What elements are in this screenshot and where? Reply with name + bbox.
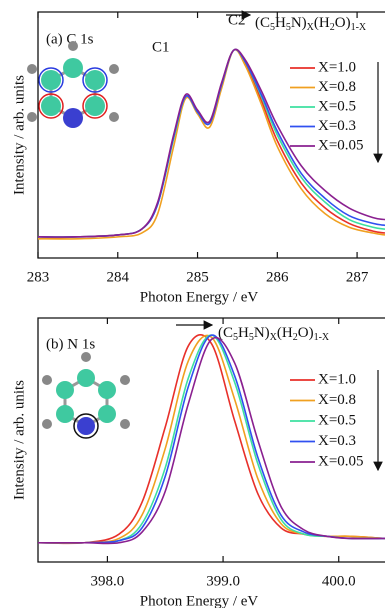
x-tick-label: 283	[27, 269, 50, 285]
formula-part: H	[275, 15, 286, 31]
molecule	[27, 41, 119, 128]
legend-label: X=0.5	[318, 412, 356, 428]
formula-part: O)	[335, 15, 351, 31]
x-tick-label: 400.0	[322, 573, 356, 589]
formula: (C5H5N)X(H2O)1-X	[218, 325, 330, 343]
x-tick-label: 286	[266, 269, 289, 285]
formula-subscript: 1-X	[351, 22, 367, 33]
x-tick-label: 284	[107, 269, 130, 285]
panel-label: (b) N 1s	[46, 336, 95, 352]
x-tick-label: 398.0	[91, 573, 125, 589]
x-axis-label: Photon Energy / eV	[140, 593, 259, 608]
legend-label: X=0.5	[318, 98, 356, 114]
formula-part: (H	[314, 15, 330, 31]
page: (a) C 1s (C5H5N)X(H2O)1-X C1 C2 (b) N 1s…	[0, 0, 385, 608]
legend-label: X=1.0	[318, 59, 356, 75]
formula-subscript: 1-X	[314, 332, 330, 343]
y-axis-label: Intensity / arb. units	[11, 75, 27, 195]
y-axis-label: Intensity / arb. units	[11, 380, 27, 500]
formula-part: O)	[298, 325, 314, 341]
formula-part: H	[238, 325, 249, 341]
x-axis-label: Photon Energy / eV	[140, 289, 259, 305]
formula-part: (H	[277, 325, 293, 341]
x-tick-label: 285	[186, 269, 209, 285]
figure: (a) C 1s (C5H5N)X(H2O)1-X C1 C2 (b) N 1s…	[0, 0, 385, 608]
formula-part: (C	[255, 15, 270, 31]
legend-label: X=0.3	[318, 118, 356, 134]
peak-label: C1	[152, 39, 170, 55]
legend-label: X=0.3	[318, 433, 356, 449]
formula-part: N)	[254, 325, 270, 341]
formula-part: N)	[291, 15, 307, 31]
molecule	[42, 352, 130, 438]
legend-label: X=0.8	[318, 392, 356, 408]
formula: (C5H5N)X(H2O)1-X	[255, 15, 367, 33]
legend-label: X=0.05	[318, 453, 364, 469]
peak-label: C2	[228, 12, 246, 28]
axis-frame	[38, 12, 385, 258]
x-tick-label: 287	[346, 269, 369, 285]
x-tick-label: 399.0	[206, 573, 240, 589]
legend-label: X=1.0	[318, 371, 356, 387]
legend-label: X=0.05	[318, 137, 364, 153]
legend-label: X=0.8	[318, 79, 356, 95]
